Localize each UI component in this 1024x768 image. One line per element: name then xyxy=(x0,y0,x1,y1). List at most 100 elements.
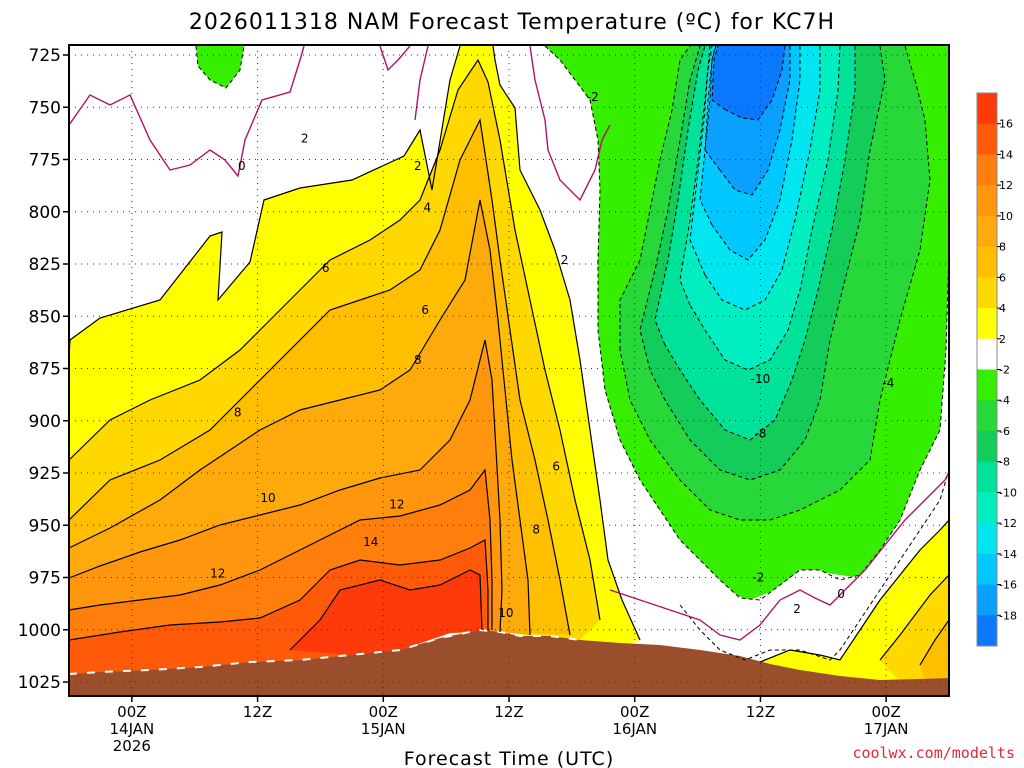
y-axis: 725 750 775 800 825 850 875 900 925 950 975 1000 102… xyxy=(18,46,69,693)
x-tick-label: 00Z xyxy=(620,703,649,721)
colorbar-swatch xyxy=(977,123,997,155)
colorbar-label: -16 xyxy=(999,579,1017,592)
contour-label: 8 xyxy=(414,353,422,367)
colorbar-swatch xyxy=(977,308,997,340)
terrain-top-dashes xyxy=(68,628,581,675)
colorbar-swatch xyxy=(977,584,997,616)
y-tick-label: 1025 xyxy=(18,673,61,693)
colorbar-label: 2 xyxy=(999,333,1006,346)
y-tick-label: 800 xyxy=(29,203,61,223)
contour-label: 6 xyxy=(552,460,560,474)
colorbar: 16 14 12 10 8 6 4 2 -2 -4 -6 -8 -10 -12 -14 -16 -18 xyxy=(976,92,1017,647)
colorbar-swatch xyxy=(977,338,997,370)
y-tick-label: 750 xyxy=(29,98,61,118)
band-plus6-lower-right xyxy=(920,620,949,680)
contour-label: -10 xyxy=(751,372,771,386)
x-tick-label: 14JAN xyxy=(109,720,154,738)
colorbar-swatch xyxy=(977,369,997,401)
grid xyxy=(69,45,949,696)
chart-title: 2026011318 NAM Forecast Temperature (ºC)… xyxy=(189,10,835,35)
y-tick-label: 875 xyxy=(29,360,61,380)
contour-label: 14 xyxy=(363,535,378,549)
band-near-zero-right xyxy=(680,420,949,660)
colorbar-swatch xyxy=(977,154,997,186)
contour-label: 0 xyxy=(238,159,246,173)
contour-label: 8 xyxy=(234,405,242,419)
contour-label: -8 xyxy=(754,426,766,440)
contour-label: 12 xyxy=(389,497,404,511)
x-tick-label: 17JAN xyxy=(864,720,909,738)
colorbar-swatch xyxy=(977,523,997,555)
contour-label: 6 xyxy=(421,303,429,317)
x-tick-label: 15JAN xyxy=(361,720,406,738)
colorbar-swatch xyxy=(977,461,997,493)
colorbar-label: -8 xyxy=(999,456,1010,469)
x-tick-label: 16JAN xyxy=(612,720,657,738)
colorbar-label: 4 xyxy=(999,302,1006,315)
y-tick-label: 950 xyxy=(29,516,61,536)
y-tick-label: 900 xyxy=(29,412,61,432)
colorbar-swatch xyxy=(977,553,997,586)
colorbar-swatch xyxy=(977,246,997,278)
colorbar-label: -14 xyxy=(999,548,1017,561)
contour-label: -4 xyxy=(882,376,894,390)
colorbar-label: 10 xyxy=(999,210,1013,223)
contour-label: 4 xyxy=(423,201,431,215)
y-tick-label: 975 xyxy=(29,569,61,589)
credit-text: coolwx.com/modelts xyxy=(852,744,1015,762)
x-tick-label: 00Z xyxy=(871,703,900,721)
y-tick-label: 775 xyxy=(29,151,61,171)
contour-label: 2 xyxy=(793,602,801,616)
colorbar-label: 14 xyxy=(999,148,1013,161)
colorbar-swatch xyxy=(977,492,997,524)
contour-label: 2 xyxy=(561,253,569,267)
colorbar-label: 12 xyxy=(999,179,1013,192)
x-tick-label: 12Z xyxy=(746,703,775,721)
colorbar-label: -18 xyxy=(999,609,1017,622)
contour-label: -2 xyxy=(752,571,764,585)
colorbar-swatch xyxy=(977,615,997,647)
colorbar-label: 8 xyxy=(999,241,1006,254)
contour-label: 10 xyxy=(498,606,513,620)
colorbar-swatch xyxy=(977,430,997,463)
y-tick-label: 1000 xyxy=(18,621,61,641)
y-tick-label: 825 xyxy=(29,255,61,275)
contour-label: 10 xyxy=(260,491,275,505)
colorbar-label: 16 xyxy=(999,118,1013,131)
colorbar-label: -2 xyxy=(999,364,1010,377)
colorbar-swatch xyxy=(977,185,997,217)
contour-labels: -2 0 2 2 2 4 6 6 8 8 6 8 10 12 14 12 10 -10 -8 -4 -2 0 2 xyxy=(210,90,894,620)
colorbar-label: -10 xyxy=(999,486,1017,499)
colorbar-label: -12 xyxy=(999,517,1017,530)
colorbar-swatch xyxy=(977,277,997,309)
contour-label: 8 xyxy=(532,522,540,536)
x-axis-label: Forecast Time (UTC) xyxy=(404,748,614,768)
cold-contours xyxy=(195,45,950,661)
colorbar-label: -4 xyxy=(999,394,1010,407)
x-tick-label: 12Z xyxy=(243,703,272,721)
colorbar-swatch xyxy=(977,93,997,125)
x-tick-label: 12Z xyxy=(494,703,523,721)
band-minus18 xyxy=(712,46,785,120)
y-tick-label: 850 xyxy=(29,307,61,327)
contour-label: 2 xyxy=(414,159,422,173)
contour-label: 6 xyxy=(322,261,330,275)
zero-isotherm xyxy=(68,45,950,641)
contour-label: 2 xyxy=(301,132,309,146)
contour-label: -2 xyxy=(587,90,599,104)
plot-area: -2 0 2 2 2 4 6 6 8 8 6 8 10 12 14 12 10 -10 -8 -4 -2 0 2 xyxy=(68,44,950,697)
colorbar-label: 6 xyxy=(999,271,1006,284)
colorbar-swatch xyxy=(977,400,997,432)
x-tick-label: 00Z xyxy=(117,703,146,721)
warm-contours xyxy=(68,45,950,666)
colorbar-swatch xyxy=(977,215,997,248)
x-tick-label: 2026 xyxy=(113,737,151,755)
x-tick-label: 00Z xyxy=(369,703,398,721)
colorbar-label: -6 xyxy=(999,425,1010,438)
contour-label: 12 xyxy=(210,566,225,580)
contour-label: 0 xyxy=(837,587,845,601)
band-plus16 xyxy=(290,570,482,655)
y-tick-label: 925 xyxy=(29,464,61,484)
